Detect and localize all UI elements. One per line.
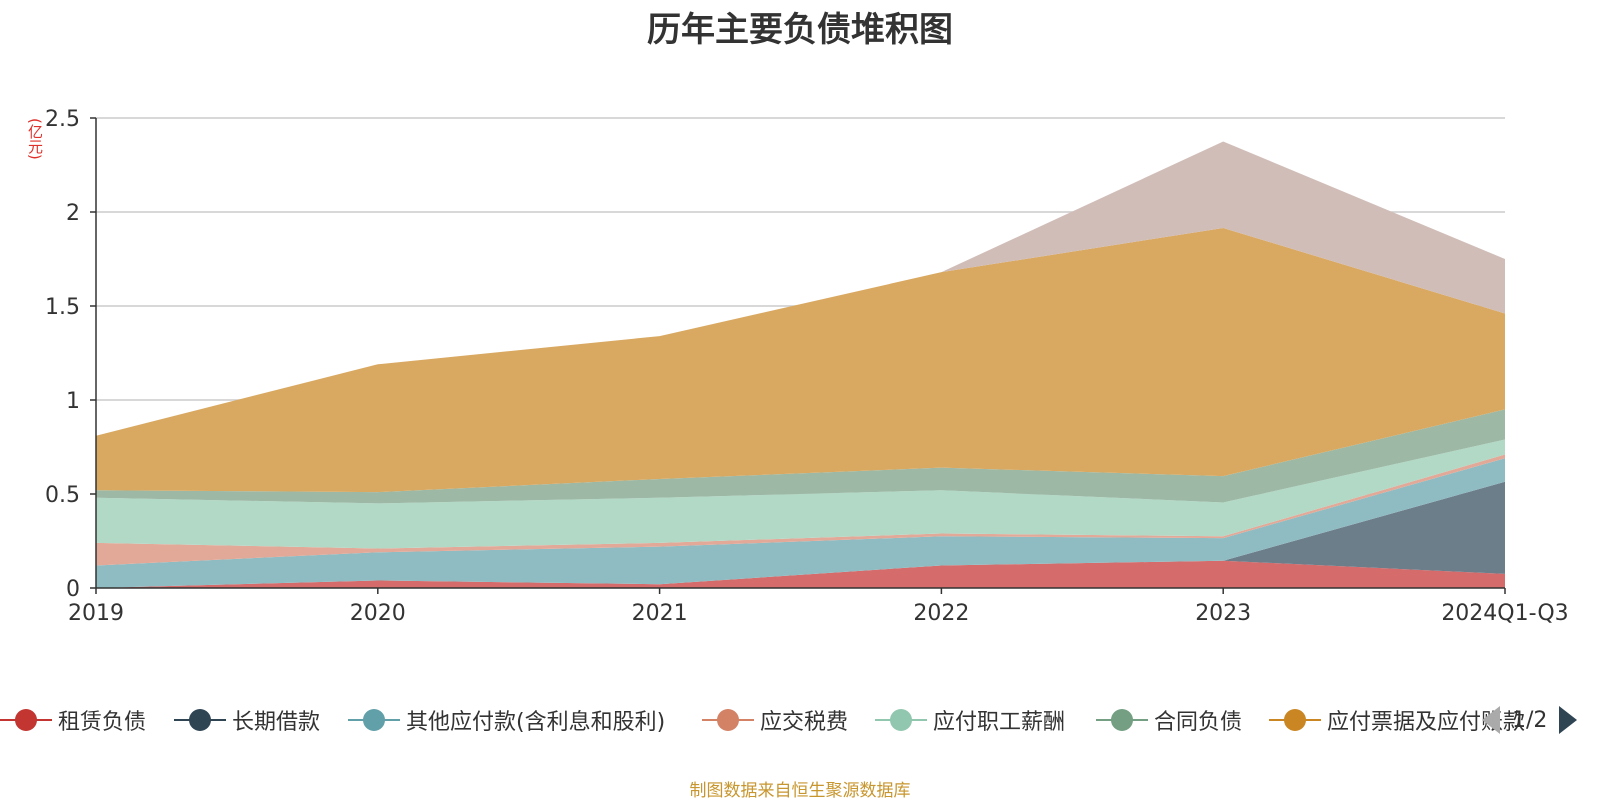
legend-marker-icon bbox=[0, 700, 52, 740]
legend-pager: 1/2 bbox=[1482, 703, 1578, 737]
y-tick-labels: 0 0.5 1 1.5 2 2.5 bbox=[45, 107, 80, 602]
y-tick-label: 0.5 bbox=[45, 483, 80, 508]
legend-page-indicator: 1/2 bbox=[1512, 707, 1548, 733]
legend-next-icon[interactable] bbox=[1559, 706, 1578, 734]
y-tick-label: 1 bbox=[66, 389, 80, 414]
legend-marker-icon bbox=[1269, 700, 1321, 740]
x-tick-label: 2021 bbox=[632, 601, 688, 626]
legend-item[interactable]: 长期借款 bbox=[174, 700, 320, 740]
legend-item[interactable]: 应交税费 bbox=[702, 700, 848, 740]
legend-label: 其他应付款(含利息和股利) bbox=[406, 710, 666, 735]
legend-item[interactable]: 合同负债 bbox=[1096, 700, 1242, 740]
x-tick-label: 2022 bbox=[913, 601, 969, 626]
legend-item[interactable]: 应付职工薪酬 bbox=[875, 700, 1065, 740]
y-tick-label: 2 bbox=[66, 201, 80, 226]
area-series-5 bbox=[96, 409, 1505, 504]
legend-marker-icon bbox=[174, 700, 226, 740]
x-tick-label: 2020 bbox=[350, 601, 406, 626]
data-source-note: 制图数据来自恒生聚源数据库 bbox=[689, 781, 911, 801]
legend-marker-icon bbox=[1096, 700, 1148, 740]
chart-title: 历年主要负债堆积图 bbox=[647, 10, 953, 50]
stacked-area-chart: 0 0.5 1 1.5 2 2.5 2019 2020 2021 2022 2023 2024Q1-… bbox=[45, 107, 1569, 626]
x-tick-labels: 2019 2020 2021 2022 2023 2024Q1-Q3 bbox=[68, 601, 1569, 626]
legend-prev-icon[interactable] bbox=[1482, 706, 1500, 734]
y-axis-unit: (亿元) bbox=[26, 118, 44, 160]
area-series bbox=[96, 141, 1505, 588]
x-tick-label: 2019 bbox=[68, 601, 124, 626]
legend-label: 长期借款 bbox=[232, 710, 321, 735]
area-series-3 bbox=[96, 454, 1505, 566]
legend-marker-icon bbox=[348, 700, 400, 740]
x-tick-label: 2023 bbox=[1195, 601, 1251, 626]
legend-item[interactable]: 其他应付款(含利息和股利) bbox=[348, 700, 665, 740]
area-series-7 bbox=[96, 141, 1505, 436]
axes bbox=[90, 117, 1506, 594]
y-tick-label: 2.5 bbox=[45, 107, 80, 132]
legend-label: 合同负债 bbox=[1154, 710, 1243, 735]
legend-label: 应付职工薪酬 bbox=[933, 710, 1066, 735]
area-series-6 bbox=[96, 227, 1505, 493]
legend-label: 租赁负债 bbox=[58, 710, 147, 735]
area-series-2 bbox=[96, 458, 1505, 588]
legend-label: 应交税费 bbox=[760, 710, 849, 735]
legend-marker-icon bbox=[702, 700, 754, 740]
legend-item[interactable]: 租赁负债 bbox=[0, 700, 146, 740]
y-tick-label: 0 bbox=[66, 577, 80, 602]
y-tick-label: 1.5 bbox=[45, 295, 80, 320]
area-series-0 bbox=[96, 560, 1505, 588]
legend-marker-icon bbox=[875, 700, 927, 740]
legend: 租赁负债 长期借款 其他应付款(含利息和股利) 应交税费 应付职工薪酬 合同负债 应付票据及… bbox=[0, 700, 1600, 740]
x-tick-label: 2024Q1-Q3 bbox=[1441, 601, 1568, 626]
